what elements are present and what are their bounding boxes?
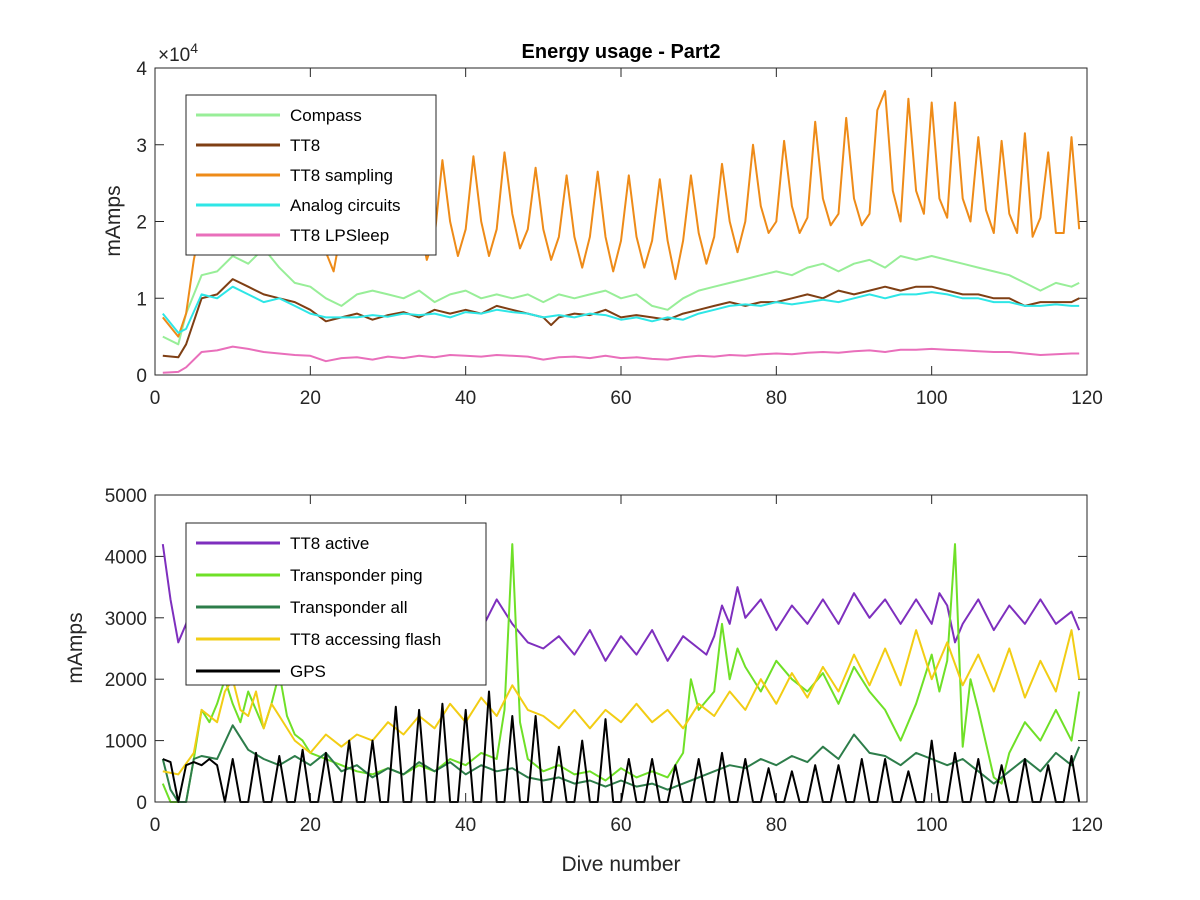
x-tick-label: 40 bbox=[455, 815, 476, 836]
y-tick-label: 3 bbox=[136, 136, 147, 157]
y-tick-label: 4 bbox=[136, 59, 147, 80]
chart-title: Energy usage - Part2 bbox=[522, 41, 721, 63]
x-tick-label: 120 bbox=[1071, 388, 1103, 409]
bottom-x-tick-labels: 0 20 40 60 80 100 120 bbox=[150, 815, 1103, 836]
x-tick-label: 80 bbox=[766, 388, 787, 409]
exponent-power: 4 bbox=[190, 40, 198, 56]
y-tick-label: 4000 bbox=[105, 547, 147, 568]
series-line-transponder-all bbox=[161, 724, 1081, 803]
top-y-exponent-label: ×104 bbox=[158, 40, 198, 66]
series-line-tt8 bbox=[162, 278, 1080, 359]
series-line-compass bbox=[162, 247, 1080, 346]
x-tick-label: 40 bbox=[455, 388, 476, 409]
legend-label: TT8 accessing flash bbox=[290, 630, 441, 649]
legend-label: TT8 sampling bbox=[290, 166, 393, 185]
top-legend: Compass TT8 TT8 sampling Analog circuits TT8… bbox=[185, 94, 437, 256]
legend-label: Transponder ping bbox=[290, 566, 423, 585]
bottom-legend: TT8 active Transponder ping Transponder al… bbox=[185, 522, 487, 686]
y-tick-label: 0 bbox=[136, 793, 147, 814]
bottom-y-axis-label: mAmps bbox=[64, 612, 87, 683]
x-tick-label: 0 bbox=[150, 388, 161, 409]
y-tick-label: 1000 bbox=[105, 732, 147, 753]
top-legend-box bbox=[185, 94, 437, 256]
y-tick-label: 3000 bbox=[105, 609, 147, 630]
y-tick-label: 5000 bbox=[105, 486, 147, 507]
bottom-y-tick-labels: 0 1000 2000 3000 4000 5000 bbox=[105, 486, 147, 814]
exponent-base: ×10 bbox=[158, 45, 190, 66]
series-line-analog-circuits bbox=[162, 285, 1080, 334]
top-axes: 0 20 40 60 80 100 120 0 1 2 3 4 Energy usage - Par… bbox=[102, 40, 1103, 409]
x-tick-label: 0 bbox=[150, 815, 161, 836]
y-tick-label: 2 bbox=[136, 213, 147, 234]
x-tick-label: 100 bbox=[916, 388, 948, 409]
series-line-tt8-accessing-flash bbox=[162, 629, 1081, 776]
x-tick-label: 60 bbox=[610, 388, 631, 409]
plot-frame bbox=[154, 494, 1088, 803]
plot-frame bbox=[154, 67, 1088, 376]
series-line-tt8-lpsleep bbox=[162, 345, 1080, 374]
x-tick-label: 120 bbox=[1071, 815, 1103, 836]
top-y-tick-labels: 0 1 2 3 4 bbox=[136, 59, 147, 387]
x-tick-label: 100 bbox=[916, 815, 948, 836]
top-x-tick-labels: 0 20 40 60 80 100 120 bbox=[150, 388, 1103, 409]
y-tick-label: 1 bbox=[136, 289, 147, 310]
y-tick-label: 0 bbox=[136, 366, 147, 387]
top-y-axis-label: mAmps bbox=[102, 185, 125, 256]
legend-label: Analog circuits bbox=[290, 196, 401, 215]
legend-label: TT8 active bbox=[290, 534, 369, 553]
legend-label: Compass bbox=[290, 106, 362, 125]
y-tick-label: 2000 bbox=[105, 670, 147, 691]
x-tick-label: 20 bbox=[300, 388, 321, 409]
legend-label: TT8 LPSleep bbox=[290, 226, 389, 245]
x-axis-label: Dive number bbox=[561, 853, 680, 876]
bottom-axes: 0 20 40 60 80 100 120 0 1000 2000 3000 4000 5000 Di… bbox=[64, 486, 1103, 876]
legend-label: TT8 bbox=[290, 136, 320, 155]
x-tick-label: 80 bbox=[766, 815, 787, 836]
legend-label: Transponder all bbox=[290, 598, 408, 617]
legend-label: GPS bbox=[290, 662, 326, 681]
x-tick-label: 60 bbox=[610, 815, 631, 836]
bottom-legend-box bbox=[185, 522, 487, 686]
x-tick-label: 20 bbox=[300, 815, 321, 836]
